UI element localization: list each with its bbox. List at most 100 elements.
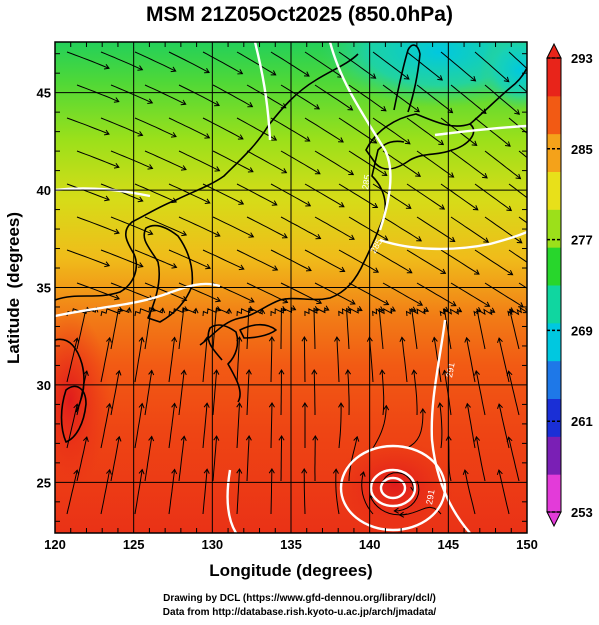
streamline-arrow <box>398 511 405 518</box>
streamline-arrow <box>137 131 144 137</box>
streamline-arrow <box>106 336 112 343</box>
streamline <box>100 117 143 136</box>
streamline-arrow <box>312 306 319 312</box>
streamline-arrow <box>171 468 178 475</box>
streamline <box>66 117 110 135</box>
streamline <box>270 402 273 449</box>
streamline-arrow <box>171 263 178 269</box>
streamline <box>443 308 452 350</box>
streamline-arrow <box>192 307 199 314</box>
streamline-arrow <box>106 468 112 475</box>
streamline-arrow <box>237 134 244 140</box>
y-axis-ticks: 25 30 35 40 45 <box>37 53 527 522</box>
streamline-arrow <box>345 306 352 312</box>
streamline <box>202 249 245 270</box>
streamline <box>433 337 442 383</box>
streamline-arrow <box>345 369 352 375</box>
x-axis-ticks: 120 125 130 135 140 145 150 <box>44 42 538 552</box>
streamline-arrow <box>225 308 232 314</box>
isotherms <box>55 42 527 533</box>
streamline <box>144 84 186 105</box>
streamline <box>178 436 185 482</box>
streamline <box>270 468 273 515</box>
streamline-arrow <box>462 469 469 475</box>
streamline-arrow <box>170 66 177 73</box>
streamline-arrow <box>505 141 511 147</box>
coastline-kyushu <box>207 324 241 403</box>
streamline <box>246 216 288 239</box>
streamline-arrow <box>332 468 339 474</box>
streamline-arrow <box>338 202 345 208</box>
streamline <box>484 150 521 179</box>
y-axis-label: Latitude (degrees) <box>4 212 23 364</box>
streamline <box>518 84 527 93</box>
streamline <box>66 249 110 267</box>
streamline-arrow <box>301 468 308 474</box>
streamline <box>110 370 120 416</box>
streamline-arrow <box>214 166 221 172</box>
streamline-arrow <box>115 369 122 376</box>
wind-streamlines <box>66 51 527 518</box>
x-axis-label: Longitude (degrees) <box>209 561 372 580</box>
streamline-arrow <box>439 204 446 210</box>
y-tick-label: 45 <box>37 86 51 101</box>
streamline-arrow <box>73 337 80 344</box>
streamline-arrow <box>73 469 80 476</box>
streamline <box>304 183 345 208</box>
streamline-arrow <box>182 306 189 312</box>
streamline-arrow <box>247 306 254 312</box>
colorbar-swatch <box>547 58 561 97</box>
x-tick-label: 150 <box>516 537 538 552</box>
x-tick-label: 145 <box>437 537 459 552</box>
streamline <box>440 183 479 211</box>
streamline <box>202 469 208 515</box>
streamline-arrow <box>382 235 389 241</box>
streamline-arrow <box>247 167 254 173</box>
streamline-arrow <box>489 307 496 313</box>
streamline-arrow <box>103 64 110 70</box>
colorbar: 253 261 269 277 285 293 <box>546 42 593 528</box>
streamline <box>66 51 110 69</box>
coastline-china <box>55 338 85 413</box>
streamline-arrow <box>245 369 252 375</box>
streamline-arrow <box>447 107 454 114</box>
streamline-arrow <box>474 435 481 442</box>
streamline-arrow <box>203 402 210 408</box>
streamline <box>144 436 153 482</box>
streamline <box>280 369 282 416</box>
streamline-arrow <box>281 168 288 174</box>
streamline <box>440 51 476 82</box>
streamline-arrow <box>508 307 515 313</box>
coastline-shikoku <box>239 323 277 339</box>
streamline <box>304 117 344 143</box>
streamline <box>280 216 321 239</box>
streamline <box>338 249 379 273</box>
streamline-arrow <box>311 369 318 375</box>
streamline-arrow <box>393 507 399 514</box>
streamline <box>110 282 153 301</box>
streamline-arrow <box>437 402 444 408</box>
streamline-arrow <box>115 435 122 442</box>
streamline <box>236 183 278 206</box>
streamline-arrow <box>148 369 155 376</box>
streamline-arrow <box>138 336 145 343</box>
streamline <box>178 216 221 237</box>
streamline-arrow <box>214 231 221 237</box>
streamline-arrow <box>406 268 413 274</box>
streamline-arrow <box>148 435 155 442</box>
streamline <box>168 117 210 139</box>
streamline-arrow <box>316 298 323 305</box>
streamline <box>382 216 422 242</box>
streamline-arrow <box>104 129 110 136</box>
streamline <box>144 370 153 416</box>
streamline-arrow <box>449 236 456 243</box>
streamline <box>134 117 177 138</box>
streamline-arrow <box>379 369 386 375</box>
colorbar-swatch <box>547 209 561 248</box>
streamline <box>270 336 273 383</box>
streamline <box>394 480 420 512</box>
streamline-arrow <box>137 196 144 203</box>
streamline <box>338 117 377 144</box>
coastline-korea <box>143 224 194 323</box>
streamline <box>212 150 254 173</box>
